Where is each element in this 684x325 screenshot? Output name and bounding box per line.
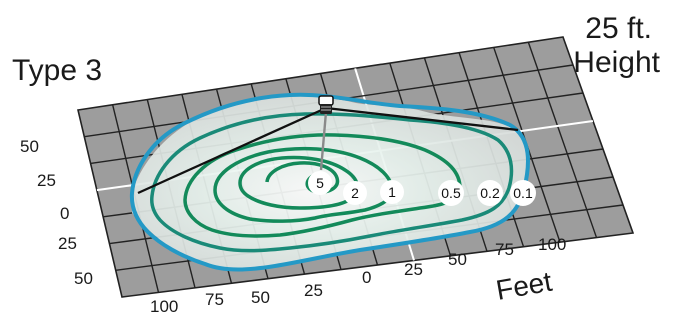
- left-tick: 0: [60, 204, 69, 223]
- isoline-value: 0.5: [441, 185, 461, 201]
- height-label-line-1: 25 ft.: [585, 12, 652, 45]
- axis-unit-label: Feet: [494, 266, 555, 306]
- isoline-value: 0.2: [480, 185, 500, 201]
- left-tick: 50: [74, 269, 93, 288]
- type-label: Type 3: [12, 54, 102, 87]
- bottom-tick: 100: [538, 235, 566, 254]
- isoline-labels: 5 2 1 0.5 0.2 0.1: [308, 171, 536, 206]
- isoline-label-2: 2: [343, 181, 367, 205]
- bottom-tick: 0: [362, 268, 371, 287]
- bottom-tick: 100: [150, 297, 178, 316]
- bottom-tick: 50: [448, 250, 467, 269]
- isoline-0.2: [150, 112, 514, 253]
- isoline-value: 2: [351, 185, 359, 201]
- bottom-tick: 75: [205, 290, 224, 309]
- grid-line: [527, 41, 598, 238]
- isoline-value: 5: [316, 175, 324, 191]
- isoline-label-0.1: 0.1: [510, 180, 536, 206]
- bottom-tick: 25: [404, 260, 423, 279]
- left-tick: 25: [58, 234, 77, 253]
- bottom-axis: 100 75 50 25 0 25 50 75 100: [150, 235, 566, 316]
- bottom-tick: 25: [304, 281, 323, 300]
- left-axis: 50 25 0 25 50: [20, 137, 93, 288]
- isoline-label-1: 1: [380, 180, 404, 204]
- luminaire-icon: [318, 95, 334, 114]
- height-label-line-2: Height: [573, 46, 660, 79]
- left-tick: 50: [20, 137, 39, 156]
- isoline-value: 0.1: [513, 185, 533, 201]
- bottom-tick: 50: [251, 288, 270, 307]
- isoline-label-5: 5: [308, 171, 332, 195]
- left-tick: 25: [37, 171, 56, 190]
- pole-line: [319, 111, 328, 171]
- isoline-value: 1: [388, 184, 396, 200]
- bottom-tick: 75: [495, 240, 514, 259]
- isoline-label-0.5: 0.5: [438, 180, 464, 206]
- beam-outline: [137, 106, 519, 195]
- isoline-label-0.2: 0.2: [477, 180, 503, 206]
